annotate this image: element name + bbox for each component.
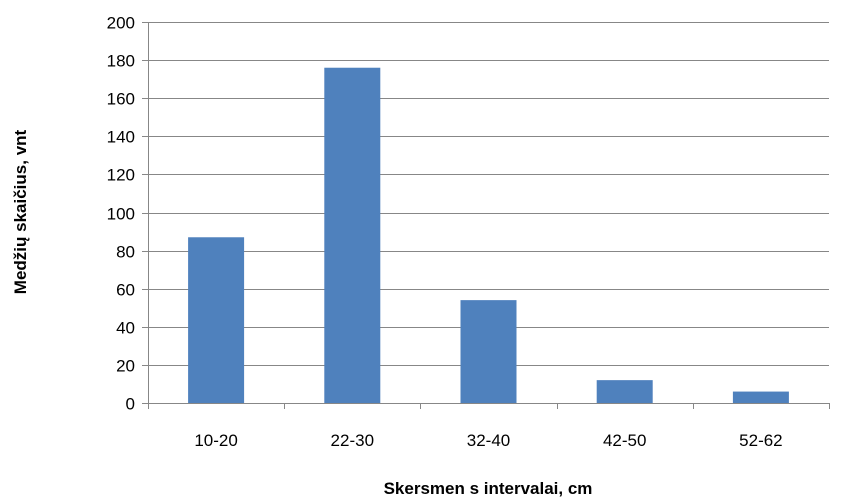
y-tick-label: 40 bbox=[116, 319, 135, 338]
y-tick-label: 60 bbox=[116, 281, 135, 300]
x-tick-label: 22-30 bbox=[331, 431, 374, 450]
y-tick-label: 0 bbox=[126, 395, 135, 414]
gridlines bbox=[148, 22, 829, 366]
y-tick-label: 180 bbox=[107, 52, 135, 71]
bar-32-40 bbox=[460, 300, 517, 403]
x-tick-label: 52-62 bbox=[739, 431, 782, 450]
y-axis-ticks: 0 20 40 60 80 100 120 140 160 180 200 bbox=[107, 14, 148, 414]
x-tick-label: 10-20 bbox=[194, 431, 237, 450]
y-tick-label: 160 bbox=[107, 90, 135, 109]
bars bbox=[188, 67, 789, 403]
bar-22-30 bbox=[324, 67, 381, 403]
y-tick-label: 200 bbox=[107, 14, 135, 33]
x-tick-label: 32-40 bbox=[467, 431, 510, 450]
bar-42-50 bbox=[596, 380, 653, 403]
y-tick-label: 140 bbox=[107, 128, 135, 147]
x-tick-label: 42-50 bbox=[603, 431, 646, 450]
axes bbox=[148, 22, 829, 404]
y-tick-label: 100 bbox=[107, 205, 135, 224]
y-axis-title: Medžių skaičius, vnt bbox=[11, 129, 30, 294]
y-tick-label: 20 bbox=[116, 357, 135, 376]
y-tick-label: 80 bbox=[116, 243, 135, 262]
bar-10-20 bbox=[188, 237, 245, 403]
x-axis-ticks: 10-20 22-30 32-40 42-50 52-62 bbox=[148, 403, 830, 450]
y-tick-label: 120 bbox=[107, 166, 135, 185]
x-axis-title: Skersmen s intervalai, cm bbox=[384, 479, 593, 498]
bar-52-62 bbox=[732, 391, 789, 403]
